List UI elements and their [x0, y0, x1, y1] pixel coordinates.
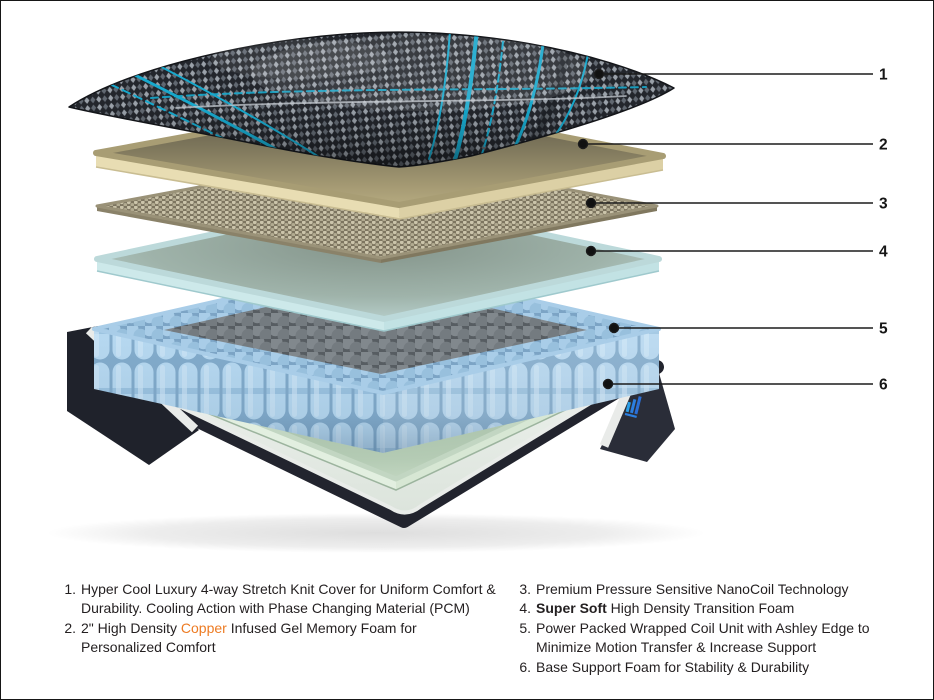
bold-highlight: Super Soft	[536, 600, 607, 617]
legend-item-2: 2. 2" High Density Copper Infused Gel Me…	[59, 619, 519, 658]
callout-number-6: 6	[879, 377, 888, 394]
cover-layer	[68, 31, 675, 168]
legend-number: 1.	[64, 581, 76, 597]
legend-line: Durability. Cooling Action with Phase Ch…	[81, 600, 470, 617]
legend-item-6: 6. Base Support Foam for Stability & Dur…	[514, 658, 894, 677]
mattress-diagram: 1 2 3 4 5 6	[46, 31, 888, 553]
callout-3	[585, 197, 873, 209]
legend-item-1: 1. Hyper Cool Luxury 4-way Stretch Knit …	[59, 580, 519, 619]
callout-dot	[577, 138, 589, 150]
legend-line: Infused Gel Memory Foam for	[226, 619, 417, 636]
callout-dot	[585, 245, 597, 257]
callout-4	[585, 245, 873, 257]
callout-dot	[608, 322, 620, 334]
legend-line: 2" High Density	[81, 619, 181, 636]
legend-text: Base Support Foam for Stability & Durabi…	[536, 658, 809, 677]
legend-text: Power Packed Wrapped Coil Unit with Ashl…	[536, 619, 870, 658]
callout-number-1: 1	[879, 67, 888, 84]
brand-logo	[624, 396, 642, 418]
legend-text: Hyper Cool Luxury 4-way Stretch Knit Cov…	[81, 580, 496, 619]
legend-text: Super Soft High Density Transition Foam	[536, 599, 794, 618]
callout-dot	[602, 378, 614, 390]
legend-number: 5.	[519, 619, 531, 636]
legend-number: 4.	[519, 600, 531, 617]
callout-number-4: 4	[879, 244, 888, 261]
legend-line: Hyper Cool Luxury 4-way Stretch Knit Cov…	[81, 581, 496, 597]
legend-line: Base Support Foam for Stability & Durabi…	[536, 658, 810, 675]
callout-number-5: 5	[879, 321, 888, 338]
legend-line: High Density Transition Foam	[606, 600, 795, 617]
legend-line: Personalized Comfort	[81, 639, 216, 656]
callout-number-2: 2	[879, 137, 888, 154]
callout-dot	[585, 197, 597, 209]
legend-text: Premium Pressure Sensitive NanoCoil Tech…	[536, 580, 849, 599]
callout-dot	[593, 68, 605, 80]
legend-line: Premium Pressure Sensitive NanoCoil Tech…	[536, 581, 849, 597]
callout-number-3: 3	[879, 196, 888, 213]
legend-text: 2" High Density Copper Infused Gel Memor…	[81, 619, 417, 658]
copper-highlight: Copper	[180, 619, 227, 636]
legend-number: 6.	[519, 658, 531, 675]
legend-line: Minimize Motion Transfer & Increase Supp…	[536, 639, 817, 656]
legend-right-column: 3. Premium Pressure Sensitive NanoCoil T…	[514, 580, 894, 677]
legend-item-5: 5. Power Packed Wrapped Coil Unit with A…	[514, 619, 894, 658]
callout-5	[608, 322, 873, 334]
callout-6	[602, 378, 873, 390]
callout-1	[593, 68, 873, 80]
legend-line: Power Packed Wrapped Coil Unit with Ashl…	[536, 619, 870, 636]
legend-left-column: 1. Hyper Cool Luxury 4-way Stretch Knit …	[59, 580, 519, 658]
legend-item-3: 3. Premium Pressure Sensitive NanoCoil T…	[514, 580, 894, 599]
callout-2	[577, 138, 873, 150]
ground-shadow	[46, 513, 706, 553]
legend-item-4: 4. Super Soft High Density Transition Fo…	[514, 599, 894, 618]
legend-number: 3.	[519, 581, 531, 597]
legend-number: 2.	[64, 619, 76, 636]
